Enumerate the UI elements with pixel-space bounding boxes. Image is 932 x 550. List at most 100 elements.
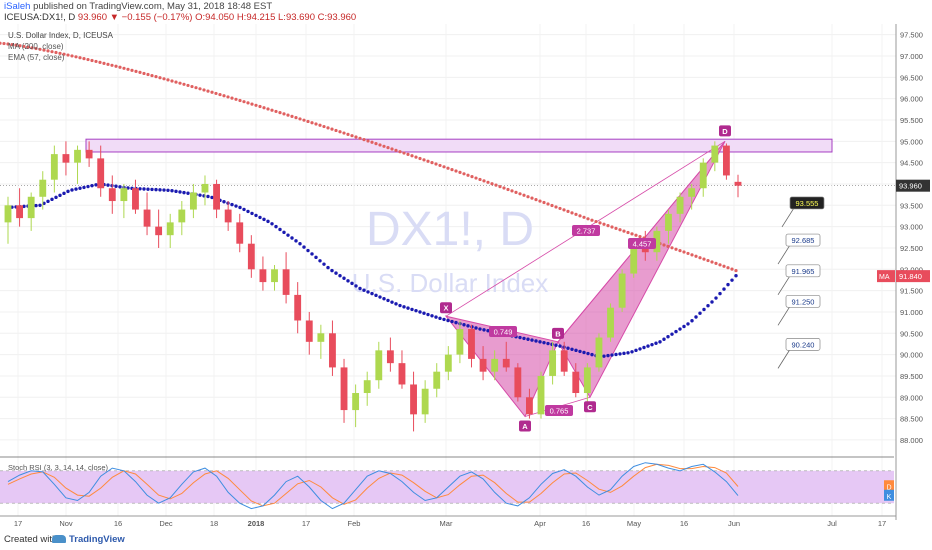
ema-dot (718, 291, 722, 296)
ma-dot (346, 132, 350, 136)
ema-dot (554, 343, 558, 347)
ma-dot (98, 60, 102, 64)
ma-dot (718, 263, 722, 267)
stoch-band (0, 470, 894, 504)
ema-dot (402, 305, 406, 309)
ema-dot (294, 239, 298, 243)
ema-dot (706, 304, 710, 308)
ma-dot (570, 211, 574, 215)
stoch-d-line (7, 463, 739, 507)
ema-dot (546, 341, 550, 346)
ma-dot (38, 47, 42, 51)
target-pointer (777, 275, 791, 296)
ma-dot (94, 59, 98, 64)
candle-body (155, 226, 163, 236)
ma-dot (42, 48, 46, 52)
ema-dot (246, 209, 250, 214)
ratio-label: 0.749 (494, 328, 513, 337)
legend-ma: MA (200, close) (8, 42, 64, 51)
ema-dot (58, 193, 62, 198)
ma-dot (606, 224, 610, 228)
ema-dot (106, 183, 110, 187)
candle-body (410, 384, 417, 415)
ratio-label: 4.457 (633, 240, 652, 249)
ma-dot (546, 202, 550, 206)
price-tick: 95.000 (900, 137, 923, 146)
ma-dot (578, 214, 582, 218)
candle-body (676, 196, 684, 214)
stoch-k-tag-label: K (887, 494, 892, 501)
ma-dot (366, 139, 370, 143)
ema-dot (670, 332, 674, 336)
ma-dot (590, 218, 594, 222)
ema-dot (242, 207, 246, 212)
ma-dot (234, 97, 238, 101)
ma-dot (142, 71, 146, 76)
ema-dot (342, 276, 346, 280)
ema-dot (534, 339, 538, 343)
ema-dot (478, 327, 482, 331)
ma-dot (146, 72, 150, 77)
ema-dot (22, 204, 26, 209)
ma-dot (674, 247, 678, 251)
ema-dot (394, 302, 398, 306)
ma-dot (518, 192, 522, 196)
ma-dot (242, 100, 246, 104)
ma-dot (286, 113, 290, 117)
candle-body (560, 350, 568, 372)
price-tick: 93.000 (900, 223, 923, 232)
price-tick: 88.000 (900, 436, 923, 445)
ma-dot (18, 44, 22, 48)
candle-body (607, 307, 614, 338)
ema-dot (46, 199, 50, 204)
resistance-zone[interactable] (85, 138, 833, 153)
candle-body (502, 358, 510, 368)
ema-dot (358, 286, 362, 291)
candle-body (108, 188, 116, 202)
ma-dot (386, 146, 390, 150)
tradingview-logo[interactable]: TradingView (52, 530, 125, 550)
ma-tag-label-bg (877, 270, 895, 283)
ma-dot (734, 268, 738, 273)
ohlc-values: O:94.050 H:94.215 L:93.690 C:93.960 (195, 12, 357, 23)
ema-dot (658, 340, 662, 344)
price-tick: 89.000 (900, 393, 923, 402)
last-price-tag-bg (896, 179, 930, 192)
target-label: 90.240 (792, 340, 815, 349)
ema-dot (622, 351, 626, 356)
candle-body (583, 367, 591, 394)
ema-dot (258, 215, 262, 220)
price-tick: 92.000 (900, 265, 923, 274)
price-tick: 93.500 (900, 201, 923, 210)
ma-dot (614, 226, 618, 230)
ma-dot (582, 215, 586, 219)
ma-dot (586, 217, 590, 221)
ma-dot (558, 206, 562, 211)
target-label: 92.685 (792, 236, 815, 245)
candle-body (618, 273, 626, 308)
ema-dot (250, 211, 254, 216)
ema-dot (590, 352, 594, 357)
ema-dot (438, 316, 442, 321)
target-box (785, 233, 821, 247)
author-name[interactable]: iSaleh (4, 1, 31, 12)
ema-dot (346, 279, 350, 283)
point-c-label: C (587, 403, 593, 412)
price-chart[interactable]: DX1!, D U.S. Dollar Index X A B C D 2.737 0.74… (0, 0, 932, 530)
candle-body (282, 269, 290, 295)
chart-legend: U.S. Dollar Index, D, ICEUSA MA (200, cl… (8, 31, 114, 62)
ma-dot (554, 205, 558, 209)
footer: Created with TradingView (0, 530, 932, 550)
candle-body (97, 158, 105, 189)
ma-dot (310, 121, 314, 125)
ma-dot (46, 49, 50, 53)
target-box (785, 264, 821, 278)
ema-dot (66, 189, 70, 194)
candle-body (433, 371, 441, 389)
ema-dot (270, 222, 274, 226)
ma-dot (562, 208, 566, 212)
ma-dot (214, 91, 218, 96)
ema-dot (74, 187, 78, 191)
candlestick-series (4, 141, 742, 432)
ma-dot (330, 127, 334, 131)
